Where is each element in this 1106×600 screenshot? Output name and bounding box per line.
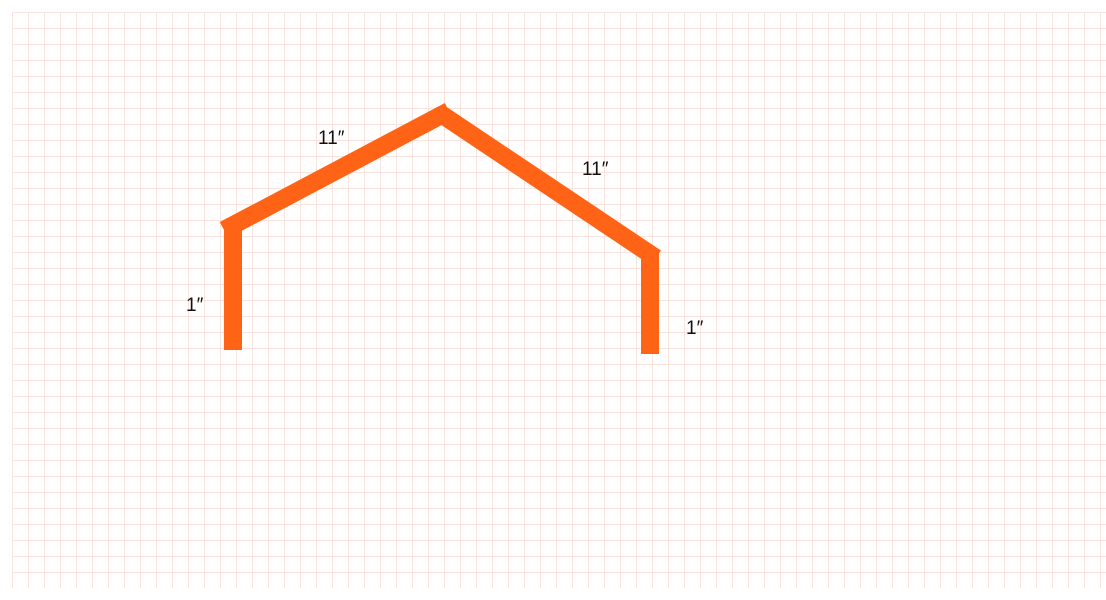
left-post-length-label: 1″ <box>186 295 204 316</box>
graph-paper-grid <box>12 12 1106 588</box>
right-post-length-label: 1″ <box>686 318 704 339</box>
right-rafter-segment <box>435 106 662 266</box>
left-rafter-segment <box>219 103 454 238</box>
right-rafter-length-label: 11″ <box>582 159 609 180</box>
left-rafter-length-label: 11″ <box>318 128 345 149</box>
